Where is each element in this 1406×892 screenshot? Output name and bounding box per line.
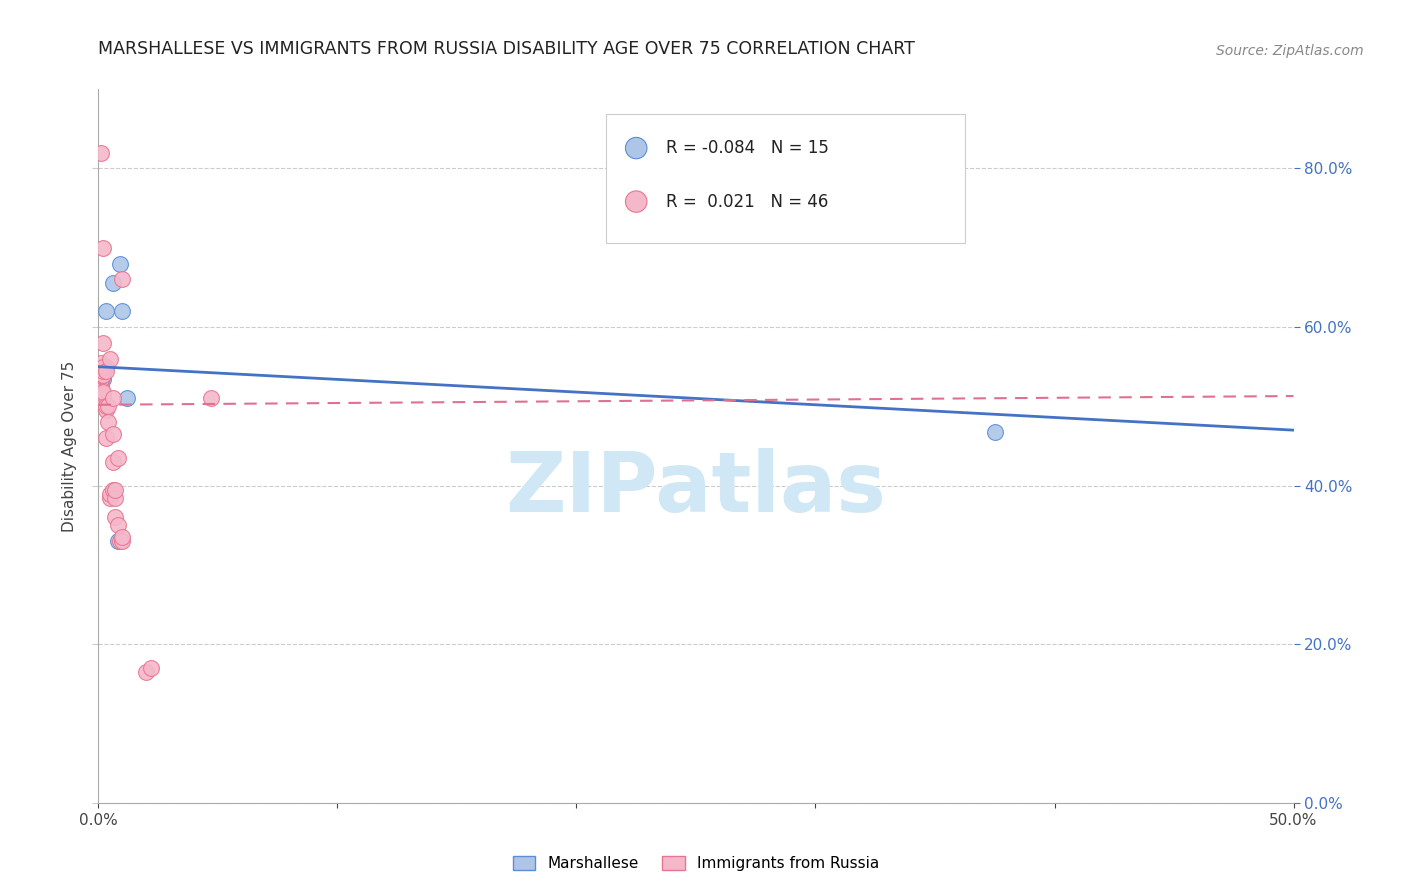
Point (90, 356, 112, 370)
Point (91, 392, 114, 406)
Point (90, 374, 112, 388)
Point (94, 304, 117, 318)
Text: Source: ZipAtlas.com: Source: ZipAtlas.com (1216, 44, 1364, 58)
Point (91, 359, 114, 374)
Point (97, 415, 120, 429)
Point (90, 364, 112, 378)
Point (91, 385, 114, 400)
Point (107, 518, 129, 533)
Text: ZIPatlas: ZIPatlas (506, 449, 886, 529)
Point (90, 366, 112, 380)
Point (90, 376, 112, 390)
Point (94, 359, 117, 374)
Point (91, 359, 114, 374)
Ellipse shape (626, 137, 647, 159)
Point (101, 427, 124, 442)
Point (91, 371, 114, 385)
Point (104, 483, 127, 497)
FancyBboxPatch shape (606, 114, 965, 243)
Point (98, 486, 122, 500)
Point (94, 400, 117, 414)
Point (91, 368, 114, 382)
Point (90, 359, 112, 374)
Point (91, 241, 114, 255)
Point (984, 425, 1007, 439)
Point (90, 377, 112, 392)
Point (115, 392, 138, 406)
Point (97, 400, 120, 414)
Point (104, 491, 127, 505)
Point (90, 369, 112, 384)
Legend: Marshallese, Immigrants from Russia: Marshallese, Immigrants from Russia (506, 850, 886, 877)
Point (90, 384, 112, 398)
Point (91, 368, 114, 382)
Point (91, 364, 114, 378)
Point (90, 368, 112, 382)
Ellipse shape (626, 191, 647, 212)
Point (101, 455, 124, 469)
Point (90, 363, 112, 377)
Point (107, 450, 129, 465)
Y-axis label: Disability Age Over 75: Disability Age Over 75 (62, 360, 77, 532)
Point (135, 665, 157, 679)
Point (111, 534, 134, 549)
Point (101, 277, 124, 291)
Point (94, 364, 117, 378)
Text: R = -0.084   N = 15: R = -0.084 N = 15 (666, 139, 830, 157)
Point (111, 530, 134, 544)
Point (90, 368, 112, 382)
Point (91, 387, 114, 401)
Point (111, 272, 134, 286)
Point (90, 145, 112, 160)
Point (108, 534, 131, 549)
Point (101, 483, 124, 497)
Text: R =  0.021   N = 46: R = 0.021 N = 46 (666, 193, 828, 211)
Point (91, 335, 114, 350)
Point (91, 364, 114, 378)
Point (94, 403, 117, 417)
Point (108, 257, 131, 271)
Point (139, 661, 162, 675)
Point (90, 371, 112, 385)
Point (104, 510, 127, 524)
Point (94, 431, 117, 445)
Point (90, 379, 112, 393)
Point (200, 392, 222, 406)
Point (107, 534, 129, 549)
Point (98, 351, 122, 366)
Point (98, 491, 122, 505)
Text: MARSHALLESE VS IMMIGRANTS FROM RUSSIA DISABILITY AGE OVER 75 CORRELATION CHART: MARSHALLESE VS IMMIGRANTS FROM RUSSIA DI… (98, 40, 915, 58)
Point (111, 304, 134, 318)
Point (101, 392, 124, 406)
Point (90, 376, 112, 390)
